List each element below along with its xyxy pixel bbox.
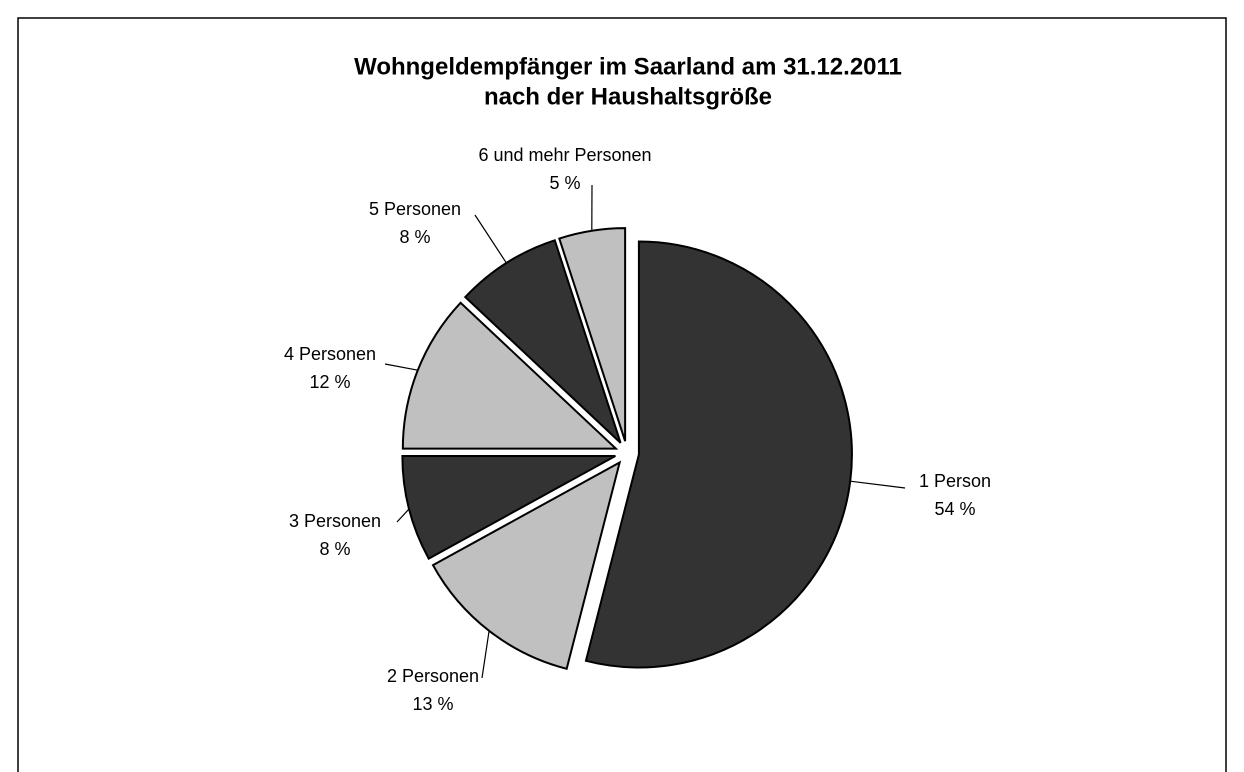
slice-value-label: 8 % bbox=[319, 539, 350, 559]
slice-label: 6 und mehr Personen bbox=[478, 145, 651, 165]
leader-line bbox=[396, 508, 410, 523]
slice-label: 5 Personen bbox=[369, 199, 461, 219]
slice-value-label: 12 % bbox=[309, 372, 350, 392]
slice-label: 2 Personen bbox=[387, 666, 479, 686]
slice-value-label: 13 % bbox=[412, 694, 453, 714]
slice-label: 3 Personen bbox=[289, 511, 381, 531]
leader-line bbox=[474, 214, 507, 264]
pie-slice bbox=[558, 227, 627, 442]
slice-label: 1 Person bbox=[919, 471, 991, 491]
pie-slice bbox=[401, 454, 616, 560]
leader-line bbox=[384, 363, 418, 371]
leader-line bbox=[850, 480, 906, 489]
slice-value-label: 54 % bbox=[934, 499, 975, 519]
slice-value-label: 8 % bbox=[399, 227, 430, 247]
slice-label: 4 Personen bbox=[284, 344, 376, 364]
pie-slice bbox=[463, 239, 622, 444]
pie-slice bbox=[431, 460, 622, 671]
chart-title: Wohngeldempfänger im Saarland am 31.12.2… bbox=[354, 53, 902, 80]
chart-title: nach der Haushaltsgröße bbox=[484, 83, 772, 110]
leader-line bbox=[481, 630, 490, 679]
slice-value-label: 5 % bbox=[549, 173, 580, 193]
